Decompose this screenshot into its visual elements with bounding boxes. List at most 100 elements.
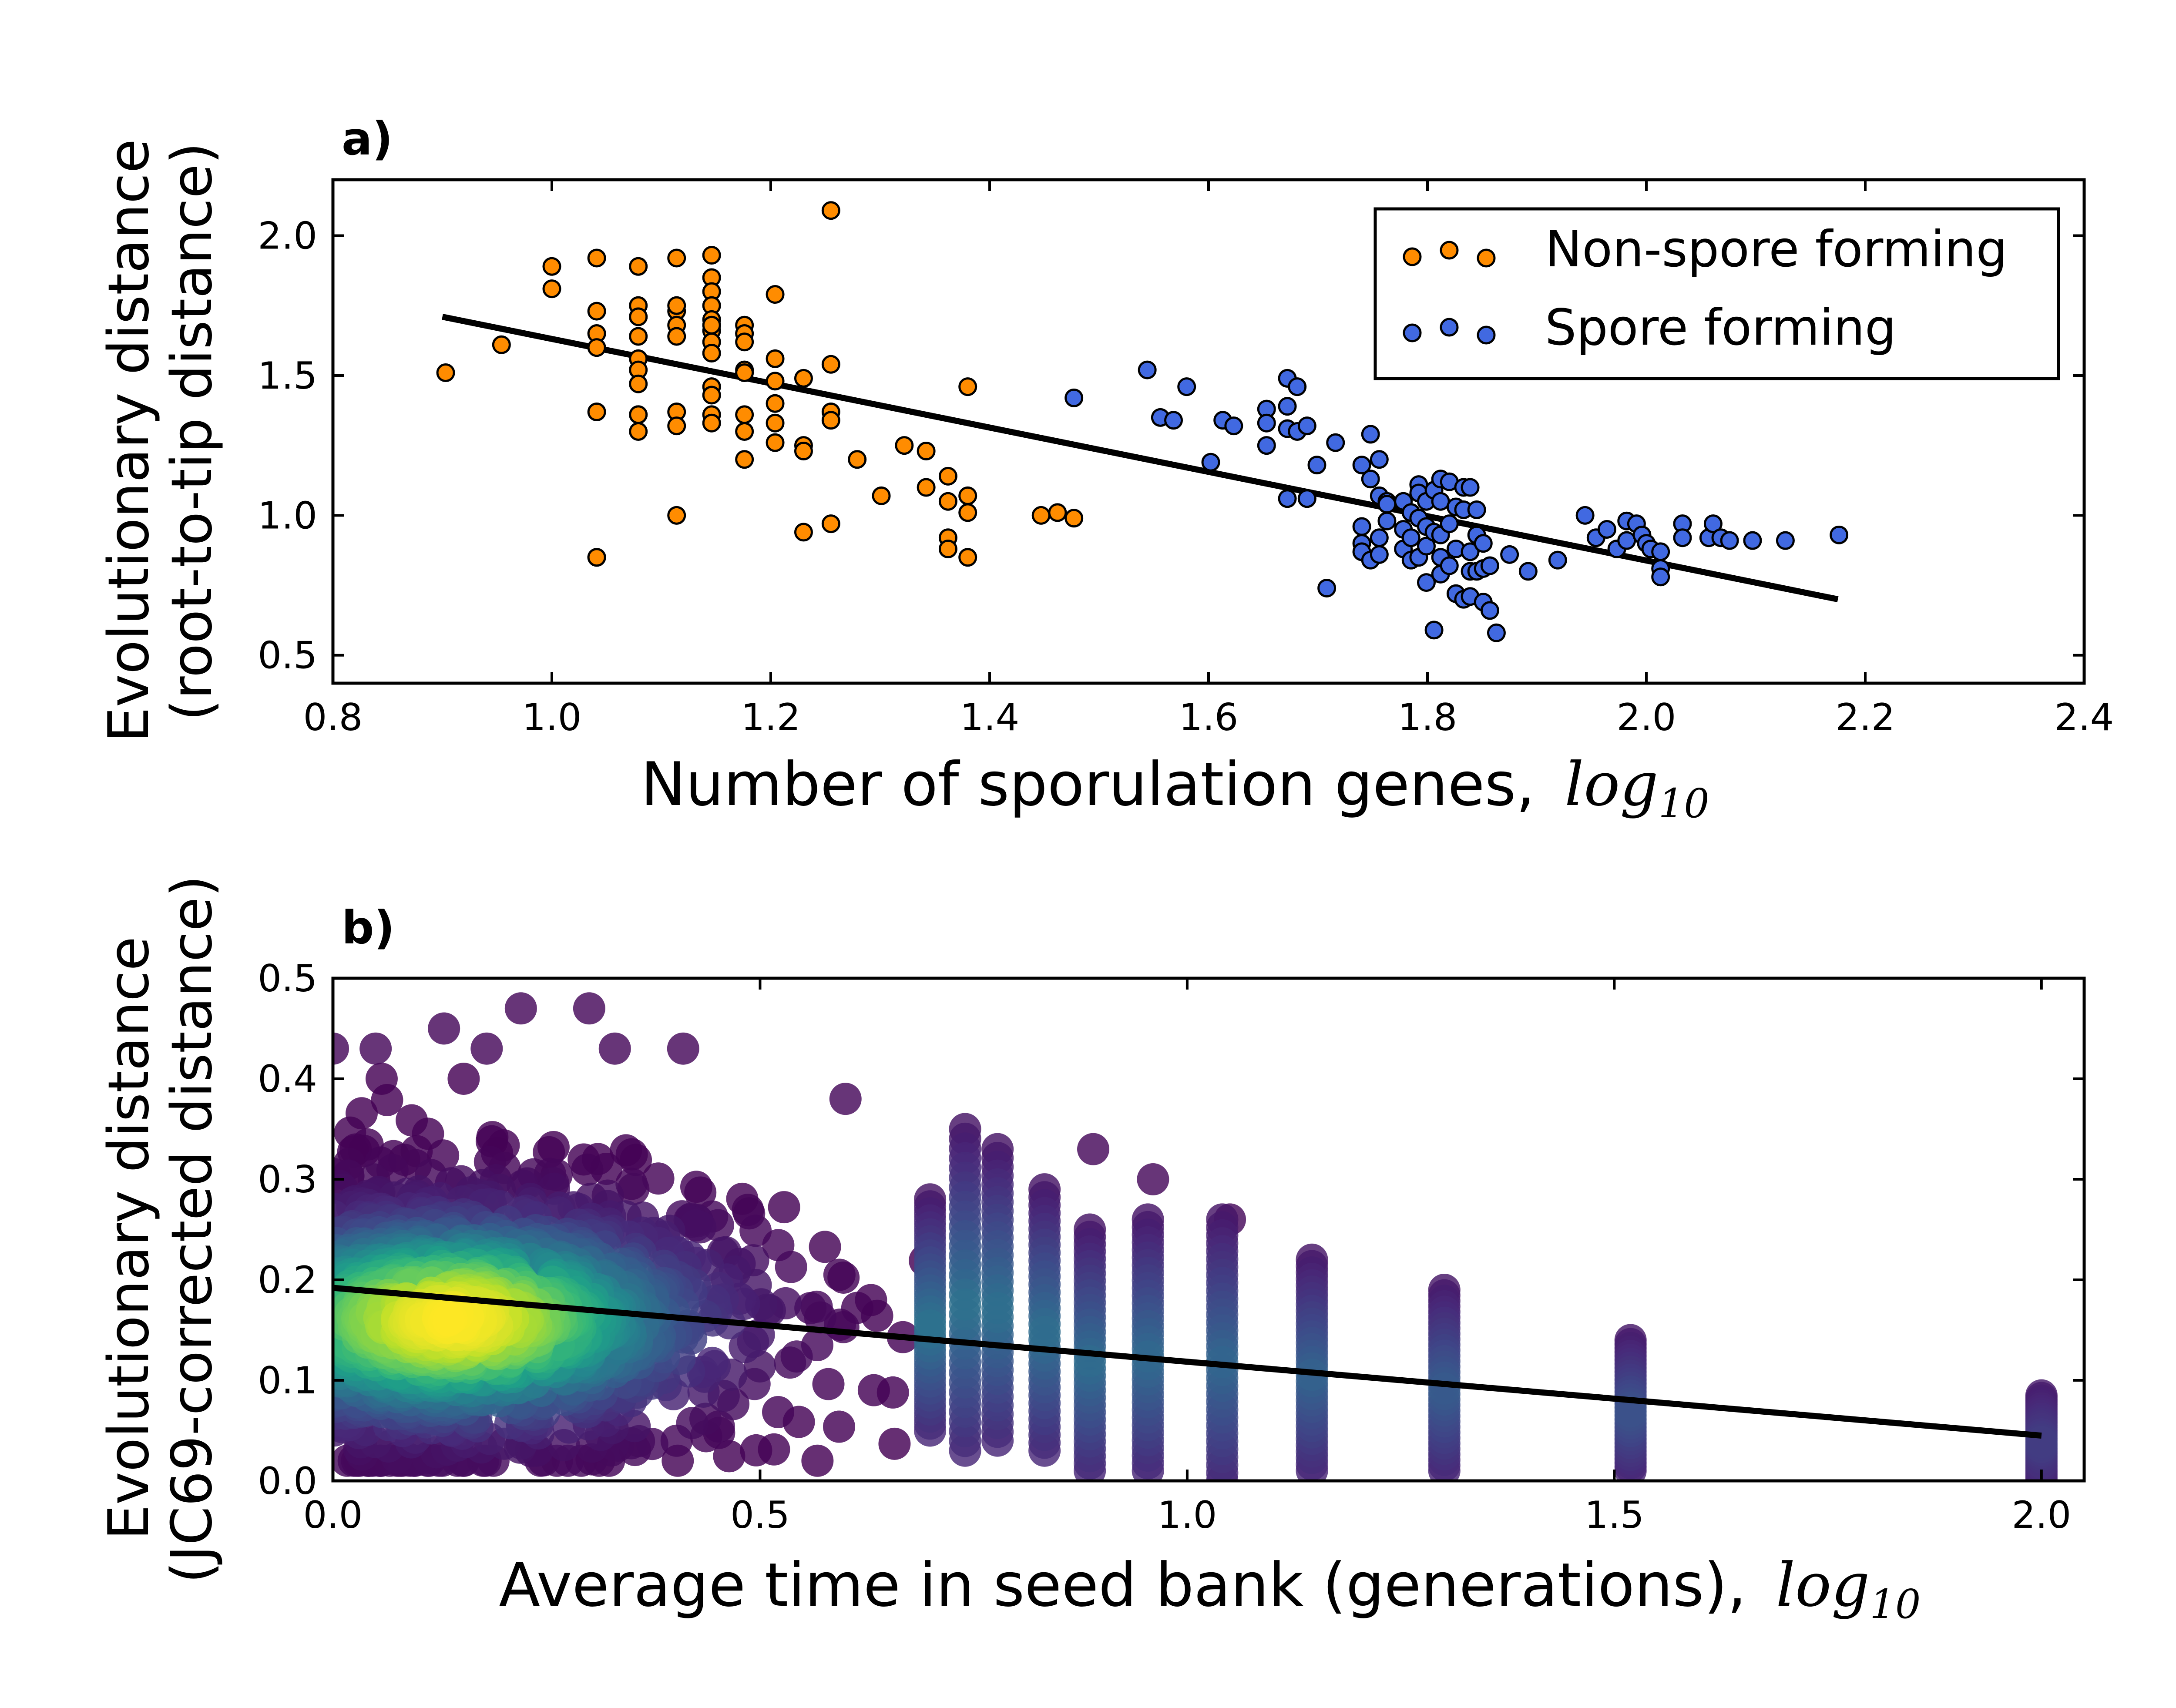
panel-b-y-tick-label: 0.3 <box>258 1158 317 1201</box>
non-spore-point <box>587 548 606 567</box>
spore-point <box>1370 450 1389 469</box>
panel-a-legend: Non-spore forming Spore forming <box>1373 207 2060 380</box>
panel-b-points <box>333 992 2058 1481</box>
legend-frame <box>1373 207 2060 380</box>
density-point <box>981 1292 1014 1325</box>
panel-a: a) 0.8 1.0 1.2 1.4 1.6 1.8 2.0 2.2 2.4 0.5 1.0 1.5 2… <box>97 112 2114 827</box>
spore-point <box>1518 562 1538 581</box>
panel-b-x-axis-title: Average time in seed bank (generations),… <box>499 1550 1921 1627</box>
spore-point <box>1377 495 1397 514</box>
non-spore-point <box>735 450 754 469</box>
non-spore-point <box>629 374 648 393</box>
non-spore-point <box>702 344 721 363</box>
panel-a-ticks: 0.8 1.0 1.2 1.4 1.6 1.8 2.0 2.2 2.4 0.5 1.0 1.5 2.0 <box>258 180 2114 739</box>
density-point <box>684 1176 717 1209</box>
spore-point <box>1743 531 1762 550</box>
panel-a-x-tick-label: 2.2 <box>1836 696 1895 739</box>
non-spore-point <box>735 405 754 424</box>
legend-marker-spore <box>1440 318 1459 337</box>
spore-point <box>1370 545 1389 564</box>
panel-a-label: a) <box>342 112 393 165</box>
density-point <box>435 1302 467 1335</box>
density-point <box>598 1032 631 1065</box>
panel-b-fit-layer <box>333 1285 2042 1439</box>
non-spore-point <box>667 248 686 268</box>
density-point <box>642 1162 675 1195</box>
panel-b-y-tick-label: 0.0 <box>258 1460 317 1503</box>
panel-b-x-tick-label: 1.5 <box>1585 1493 1644 1537</box>
non-spore-point <box>938 492 957 511</box>
spore-point <box>1440 556 1459 575</box>
spore-point <box>1431 492 1450 511</box>
non-spore-point <box>667 416 686 436</box>
spore-point <box>1257 436 1276 455</box>
spore-point <box>1370 528 1389 547</box>
non-spore-point <box>667 296 686 315</box>
density-point <box>470 1032 503 1065</box>
non-spore-point <box>542 257 561 276</box>
spore-point <box>1480 601 1499 620</box>
spore-point <box>1617 531 1636 550</box>
non-spore-point <box>821 514 840 534</box>
spore-point <box>1720 531 1739 550</box>
density-point <box>1137 1163 1169 1195</box>
non-spore-point <box>702 315 721 335</box>
non-spore-point <box>629 422 648 441</box>
density-point <box>333 1032 349 1065</box>
density-point <box>823 1258 856 1291</box>
spore-point <box>1064 388 1084 407</box>
panel-b-y-tick-label: 0.2 <box>258 1258 317 1302</box>
non-spore-point <box>766 372 785 391</box>
spore-point <box>1224 416 1243 436</box>
density-point <box>762 1396 795 1428</box>
spore-point <box>1673 528 1692 547</box>
log-subscript: 10 <box>1659 780 1709 827</box>
density-point <box>829 1083 862 1115</box>
log-math: log <box>1776 1550 1870 1620</box>
spore-point <box>1597 520 1616 539</box>
density-point <box>1428 1372 1461 1405</box>
spore-point <box>1297 489 1316 508</box>
panel-a-x-tick-label: 2.4 <box>2055 696 2114 739</box>
non-spore-point <box>938 539 957 558</box>
legend-marker-non-spore <box>1403 247 1422 266</box>
spore-point <box>1317 578 1336 597</box>
density-point <box>812 1368 845 1400</box>
log-subscript: 10 <box>1870 1581 1921 1627</box>
non-spore-point <box>629 405 648 424</box>
panel-a-x-tick-label: 1.0 <box>522 696 582 739</box>
density-point <box>2025 1426 2058 1458</box>
non-spore-point <box>1031 506 1051 525</box>
spore-point <box>1177 377 1196 396</box>
spore-point <box>1703 514 1723 534</box>
panel-b-x-tick-label: 2.0 <box>2011 1493 2071 1537</box>
non-spore-point <box>1048 503 1067 522</box>
density-point <box>740 1434 772 1466</box>
panel-b-axes-frame <box>331 976 2086 1483</box>
panel-a-y-tick-label: 1.5 <box>258 354 317 398</box>
density-point <box>573 992 605 1025</box>
non-spore-point <box>587 338 606 357</box>
density-point <box>371 1084 403 1116</box>
density-point <box>676 1406 709 1439</box>
density-point <box>878 1427 911 1460</box>
non-spore-point <box>702 386 721 405</box>
non-spore-point <box>492 335 511 354</box>
density-point <box>571 1153 604 1186</box>
panel-b: b) 0.0 0.5 1.0 1.5 2.0 0.0 0.1 0.2 0.3 0.4 0.5 Ave… <box>97 875 2086 1627</box>
spore-point <box>1487 623 1506 642</box>
spore-point <box>1361 470 1380 489</box>
non-spore-point <box>436 363 455 383</box>
panel-b-regression-line <box>333 1285 2042 1439</box>
non-spore-point <box>958 548 977 567</box>
non-spore-point <box>938 466 957 486</box>
log-math: log <box>1565 749 1659 819</box>
non-spore-point <box>917 478 936 497</box>
density-point <box>620 1144 652 1176</box>
spore-point <box>1401 528 1420 547</box>
non-spore-point <box>587 248 606 268</box>
non-spore-point <box>958 377 977 396</box>
legend-label-spore: Spore forming <box>1545 299 1896 356</box>
spore-point <box>1548 550 1567 570</box>
panel-a-y-tick-label: 0.5 <box>258 634 317 678</box>
